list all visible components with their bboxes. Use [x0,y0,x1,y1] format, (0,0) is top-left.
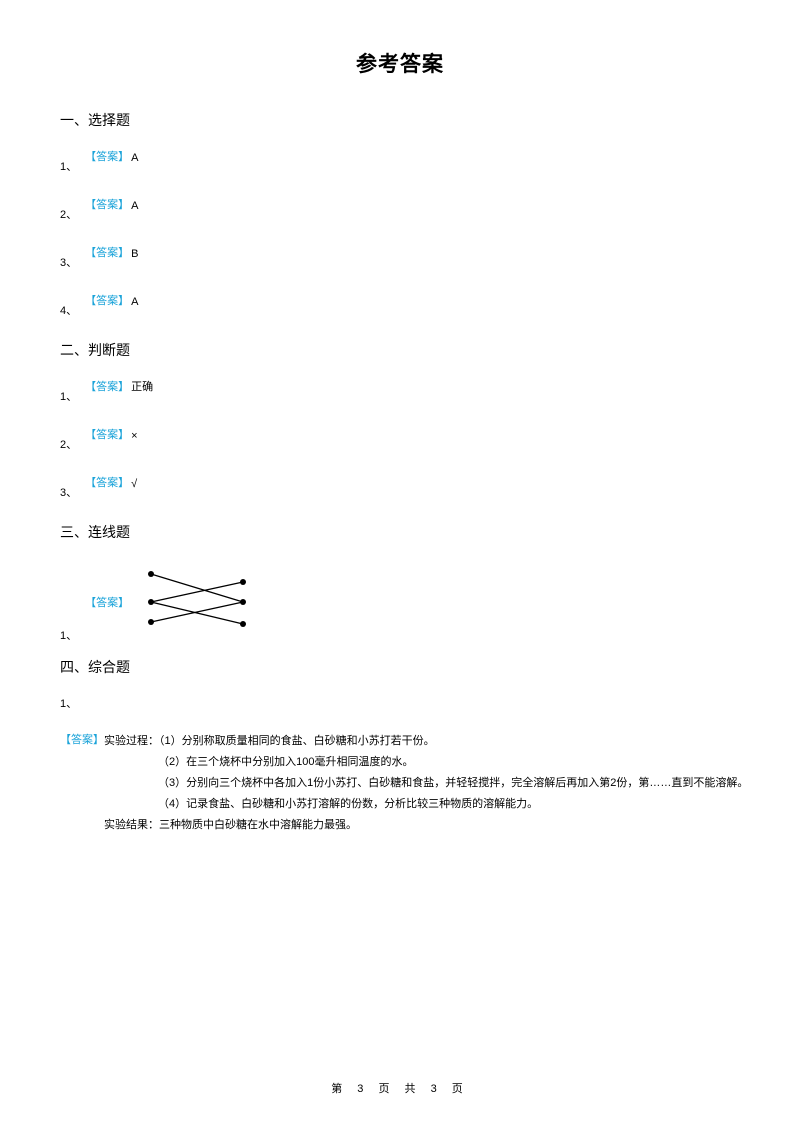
answer-value: √ [131,478,137,490]
answer-value: A [131,296,138,308]
section-heading-choice: 一、选择题 [60,110,740,130]
answer-label: 【答案】 [85,594,129,610]
matching-item: 1、 【答案】 [60,560,740,643]
section-heading-comprehensive: 四、综合题 [60,657,740,677]
matching-diagram [139,560,259,643]
answer-label: 【答案】 [85,196,129,212]
judge-item: 3、 【答案】 √ [60,474,740,500]
item-number: 3、 [60,484,77,500]
comprehensive-answer: 【答案】 实验过程：（1）分别称取质量相同的食盐、白砂糖和小苏打若干份。 （2）… [60,731,740,835]
item-number: 2、 [60,206,77,222]
page-title: 参考答案 [60,48,740,78]
answer-label: 【答案】 [60,731,104,747]
choice-item: 3、 【答案】 B [60,244,740,270]
page-footer: 第 3 页 共 3 页 [0,1080,800,1096]
judge-item: 1、 【答案】 正确 [60,378,740,404]
comp-line: 实验过程：（1）分别称取质量相同的食盐、白砂糖和小苏打若干份。 [104,731,748,752]
item-number: 4、 [60,302,77,318]
choice-item: 1、 【答案】 A [60,148,740,174]
answer-label: 【答案】 [85,292,129,308]
item-number: 1、 [60,158,77,174]
page-content: 参考答案 一、选择题 1、 【答案】 A 2、 【答案】 A 3、 【答案】 B… [0,0,800,835]
item-number: 2、 [60,436,77,452]
comp-line: 实验结果：三种物质中白砂糖在水中溶解能力最强。 [104,815,748,836]
answer-label: 【答案】 [85,378,129,394]
item-number: 1、 [60,695,740,711]
comp-line: （2）在三个烧杯中分别加入100毫升相同温度的水。 [104,752,748,773]
comprehensive-item: 1、 【答案】 实验过程：（1）分别称取质量相同的食盐、白砂糖和小苏打若干份。 … [60,695,740,835]
answer-value: A [131,152,138,164]
answer-value: 正确 [131,378,153,394]
choice-item: 4、 【答案】 A [60,292,740,318]
section-heading-judge: 二、判断题 [60,340,740,360]
comprehensive-lines: 实验过程：（1）分别称取质量相同的食盐、白砂糖和小苏打若干份。 （2）在三个烧杯… [104,731,748,835]
answer-value: × [131,430,137,442]
item-number: 1、 [60,627,77,643]
answer-label: 【答案】 [85,148,129,164]
comp-line: （4）记录食盐、白砂糖和小苏打溶解的份数，分析比较三种物质的溶解能力。 [104,794,748,815]
answer-label: 【答案】 [85,244,129,260]
comp-line: （3）分别向三个烧杯中各加入1份小苏打、白砂糖和食盐，并轻轻搅拌，完全溶解后再加… [104,773,748,794]
answer-label: 【答案】 [85,426,129,442]
section-heading-matching: 三、连线题 [60,522,740,542]
answer-value: A [131,200,138,212]
item-number: 3、 [60,254,77,270]
answer-label: 【答案】 [85,474,129,490]
choice-item: 2、 【答案】 A [60,196,740,222]
judge-item: 2、 【答案】 × [60,426,740,452]
answer-value: B [131,248,138,260]
item-number: 1、 [60,388,77,404]
